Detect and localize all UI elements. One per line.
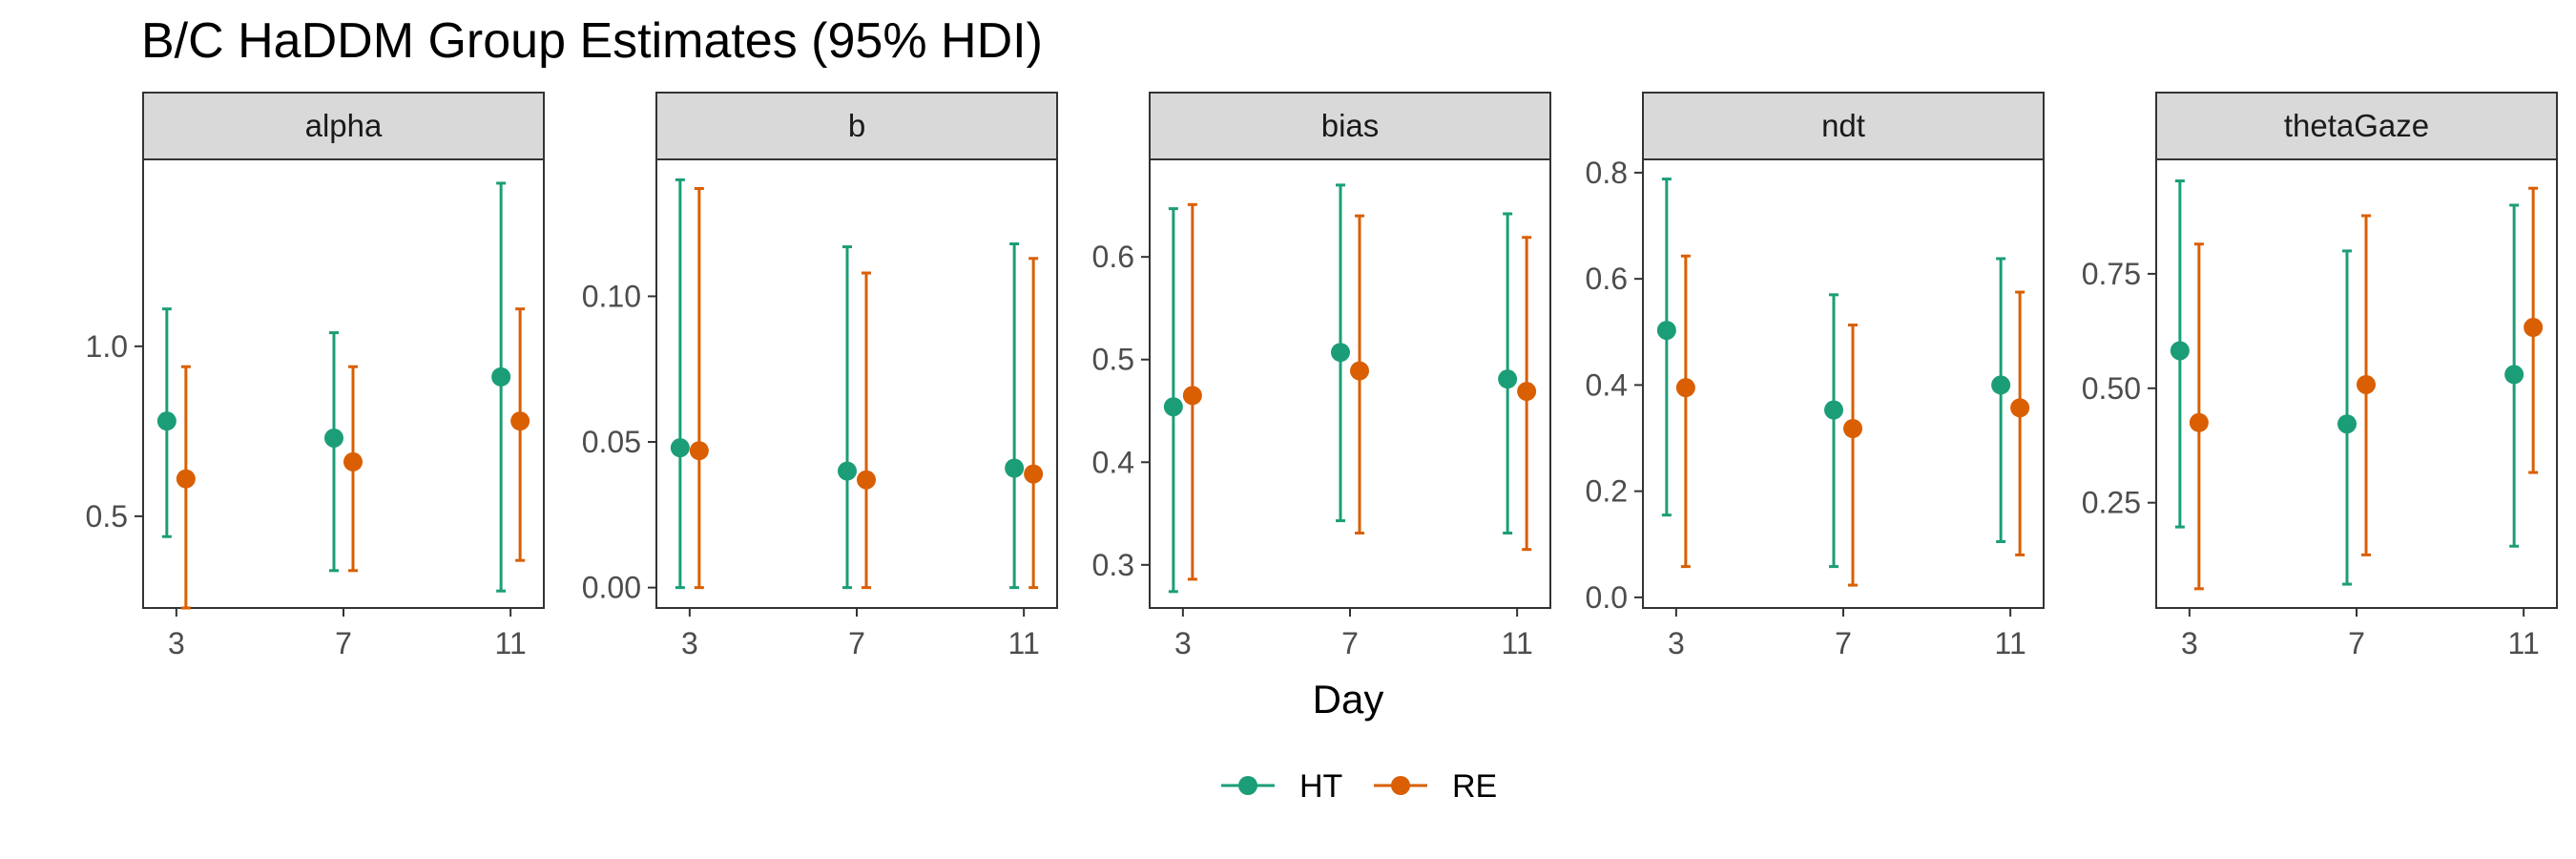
facet-panels: alpha 0.5 1.0 3 7 11 b 0.00 0.05 0.10 3 7 11 bias 0.3 0… (86, 92, 2558, 660)
legend-item-re: RE (1374, 768, 1497, 805)
y-tick-label: 0.6 (1092, 240, 1134, 274)
y-tick-label: 0.05 (582, 425, 641, 459)
point-re (2524, 318, 2544, 338)
point-ht (491, 367, 511, 387)
point-re (1024, 464, 1044, 484)
y-tick-label: 0.8 (1586, 156, 1628, 190)
y-tick-label: 0.00 (582, 571, 641, 605)
y-tick-label: 0.4 (1092, 445, 1134, 479)
y-tick-label: 0.6 (1586, 262, 1628, 296)
facet-strip-label: thetaGaze (2284, 108, 2429, 143)
point-ht (2170, 341, 2190, 361)
facet-thetaGaze: thetaGaze 0.25 0.50 0.75 3 7 11 (2082, 92, 2558, 660)
point-re (2357, 374, 2376, 394)
legend-item-ht: HT (1221, 768, 1342, 805)
y-tick-label: 0.2 (1586, 474, 1628, 509)
x-tick-label: 3 (1668, 626, 1685, 660)
facet-strip (655, 92, 1058, 160)
y-tick-label: 0.5 (86, 499, 128, 534)
facet-b: b 0.00 0.05 0.10 3 7 11 (582, 92, 1058, 660)
x-tick-label: 3 (168, 626, 185, 660)
point-ht (1656, 321, 1676, 341)
x-tick-label: 7 (2348, 626, 2365, 660)
point-ht (1498, 369, 1518, 389)
point-ht (156, 411, 177, 431)
point-re (2189, 412, 2209, 432)
facet-strip-label: bias (1321, 108, 1380, 143)
legend-label: HT (1299, 768, 1342, 805)
y-tick-label: 0.50 (2082, 371, 2141, 406)
point-ht (324, 428, 343, 448)
point-re (1843, 419, 1862, 438)
point-re (1517, 382, 1537, 402)
x-tick-label: 3 (2181, 626, 2198, 660)
facet-strip (142, 92, 545, 160)
x-tick-label: 11 (495, 626, 527, 660)
point-re (2010, 398, 2030, 418)
legend-key-point (1238, 776, 1257, 795)
x-tick-label: 7 (1341, 626, 1359, 660)
point-ht (1991, 375, 2011, 395)
y-tick-label: 0.3 (1092, 548, 1134, 582)
x-tick-label: 3 (1174, 626, 1192, 660)
point-re (1350, 361, 1369, 381)
y-tick-label: 0.75 (2082, 257, 2141, 291)
point-re (689, 441, 709, 461)
y-tick-label: 0.4 (1586, 367, 1628, 402)
x-tick-label: 11 (1995, 626, 2026, 660)
point-ht (1331, 343, 1350, 363)
plot-panel (1149, 158, 1551, 609)
plot-panel (2155, 158, 2558, 609)
facet-strip-label: ndt (1821, 108, 1865, 143)
y-tick-label: 0.25 (2082, 486, 2141, 520)
point-ht (2337, 414, 2357, 434)
y-tick-label: 0.0 (1586, 580, 1628, 615)
x-tick-label: 7 (848, 626, 865, 660)
legend: HT RE (1221, 768, 1497, 805)
point-ht (2504, 365, 2524, 385)
x-tick-label: 7 (1835, 626, 1852, 660)
point-re (1675, 378, 1695, 398)
plot-panel (655, 158, 1058, 609)
facet-ndt: ndt 0.0 0.2 0.4 0.6 0.8 3 7 11 (1586, 92, 2045, 660)
x-tick-label: 11 (1008, 626, 1040, 660)
point-re (510, 411, 530, 431)
point-re (1182, 386, 1202, 406)
plot-panel (1642, 158, 2045, 609)
legend-key-point (1391, 776, 1410, 795)
facet-strip-label: b (848, 108, 865, 143)
point-re (176, 469, 196, 489)
facet-alpha: alpha 0.5 1.0 3 7 11 (86, 92, 545, 660)
point-re (343, 451, 363, 471)
facet-bias: bias 0.3 0.4 0.5 0.6 3 7 11 (1092, 92, 1551, 660)
point-ht (838, 461, 857, 481)
point-ht (1163, 397, 1183, 417)
x-tick-label: 11 (2508, 626, 2540, 660)
facet-strip (1642, 92, 2045, 160)
point-ht (1824, 400, 1843, 420)
facet-strip (1149, 92, 1551, 160)
x-tick-label: 11 (1502, 626, 1533, 660)
x-tick-label: 3 (681, 626, 698, 660)
facet-strip-label: alpha (305, 108, 383, 143)
y-tick-label: 1.0 (86, 329, 128, 364)
point-ht (670, 438, 690, 458)
plot-panel (142, 158, 545, 609)
x-axis-title: Day (1313, 677, 1384, 722)
y-tick-label: 0.10 (582, 279, 641, 313)
legend-label: RE (1452, 768, 1497, 805)
point-re (857, 470, 876, 490)
chart-title: B/C HaDDM Group Estimates (95% HDI) (141, 13, 1043, 69)
point-ht (1005, 458, 1025, 478)
x-tick-label: 7 (335, 626, 352, 660)
y-tick-label: 0.5 (1092, 343, 1134, 377)
